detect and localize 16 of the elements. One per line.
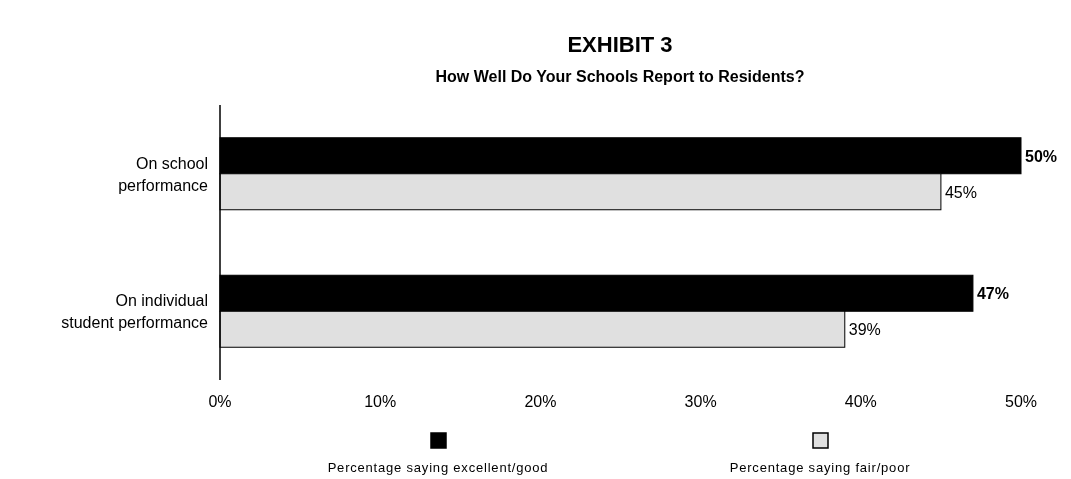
data-label: 47% [976,285,1009,303]
data-label: 45% [944,183,977,201]
legend-label: Percentage saying excellent/good [327,460,549,475]
data-label: 50% [1025,147,1058,165]
x-tick-label: 10% [364,393,397,410]
x-tick-label: 30% [684,393,717,410]
y-tick-label: On school performance [118,154,209,194]
x-tick-label: 50% [1004,393,1038,410]
x-tick-label: 0% [208,393,232,410]
data-label: 39% [848,321,881,339]
y-tick-label: On individual student performance [61,292,209,332]
legend-label: Percentage saying fair/poor [729,460,911,475]
chart-title: EXHIBIT 3 [567,32,673,57]
x-tick-label: 40% [844,393,877,410]
chart-subtitle: How Well Do Your Schools Report to Residents? [435,68,805,85]
x-tick-label: 20% [524,393,557,410]
